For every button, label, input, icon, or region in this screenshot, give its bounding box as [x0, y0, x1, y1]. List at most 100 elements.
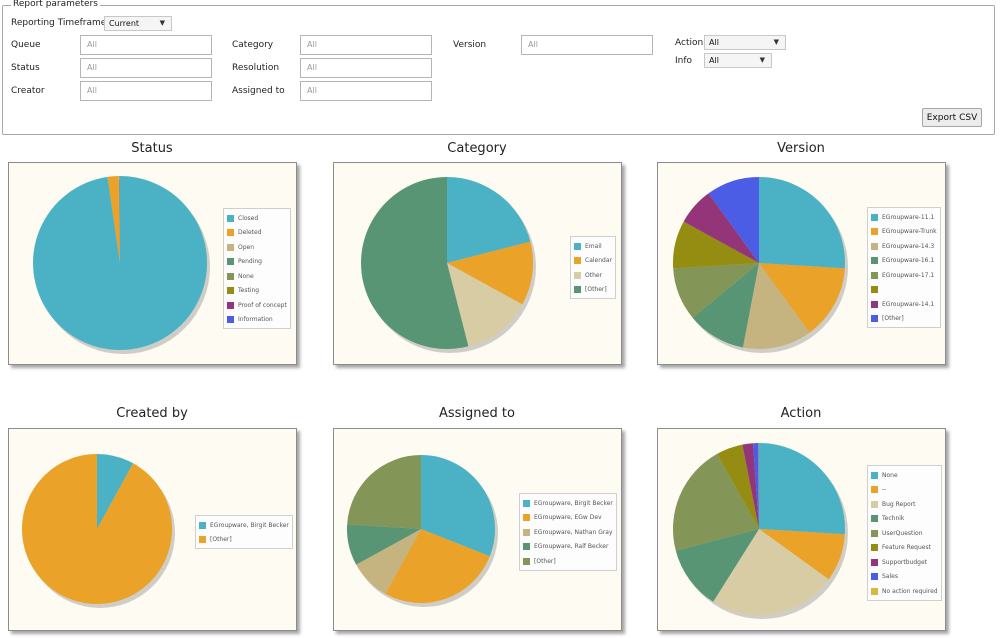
legend-swatch — [574, 257, 581, 265]
legend-label: EGroupware-16.1 — [882, 257, 935, 265]
pie-chart-plot — [21, 454, 175, 608]
legend-item: EGroupware, Ralf Becker — [523, 540, 613, 555]
pie-slice[interactable] — [356, 529, 421, 594]
legend-swatch — [227, 243, 234, 251]
legend-item: [Other] — [574, 283, 612, 298]
chevron-down-icon: ▼ — [159, 19, 165, 27]
legend-label: [Other] — [585, 286, 607, 294]
legend-swatch — [871, 529, 878, 537]
chart-title: Action — [780, 406, 822, 421]
legend-item: Email — [574, 239, 612, 254]
legend-swatch — [523, 528, 530, 536]
assigned-to-label: Assigned to — [232, 86, 285, 96]
legend-item: -- — [871, 483, 938, 498]
pie-slice[interactable] — [675, 529, 759, 602]
action-value: All — [709, 38, 719, 47]
legend-item: [Other] — [871, 312, 937, 327]
legend-item: EGroupware, Birgit Becker — [523, 496, 613, 511]
legend-item: Testing — [227, 284, 287, 299]
timeframe-select[interactable]: Current ▼ — [104, 16, 172, 31]
action-select[interactable]: All ▼ — [704, 35, 786, 50]
pie-slice[interactable] — [742, 263, 810, 350]
pie-chart: None -- Bug Report Technik UserQuestion Featu… — [657, 428, 946, 631]
timeframe-value: Current — [109, 19, 140, 28]
pie-slice[interactable] — [447, 177, 531, 263]
report-parameters-panel: Report parameters Reporting Timeframe Cu… — [2, 0, 995, 135]
pie-slice[interactable] — [119, 175, 120, 263]
pie-slice[interactable] — [692, 263, 759, 348]
export-csv-button[interactable]: Export CSV — [922, 108, 982, 127]
pie-slice[interactable] — [717, 444, 759, 529]
legend-item: Bug Report — [871, 497, 938, 512]
status-input[interactable]: All — [80, 58, 212, 78]
legend-label: Email — [585, 242, 602, 250]
chart-legend: None -- Bug Report Technik UserQuestion Featu… — [867, 465, 942, 601]
pie-slice[interactable] — [708, 177, 759, 263]
pie-slice[interactable] — [759, 443, 846, 535]
chevron-down-icon: ▼ — [773, 38, 779, 46]
legend-swatch — [871, 300, 878, 308]
chart-legend: EGroupware, Birgit Becker [Other] — [195, 515, 293, 549]
legend-item: EGroupware-14.3 — [871, 239, 937, 254]
queue-input[interactable]: All — [80, 35, 212, 55]
resolution-input[interactable]: All — [300, 58, 432, 78]
assigned-to-input[interactable]: All — [300, 81, 432, 101]
pie-slice[interactable] — [673, 453, 759, 551]
pie-slice[interactable] — [713, 529, 829, 616]
legend-label: -- — [882, 486, 887, 494]
pie-slice[interactable] — [759, 529, 845, 580]
pie-slice[interactable] — [119, 175, 120, 263]
legend-label: Information — [238, 316, 273, 324]
pie-slice[interactable] — [742, 443, 759, 529]
pie-slice[interactable] — [361, 177, 469, 349]
pie-slice[interactable] — [421, 455, 495, 557]
pie-slice[interactable] — [673, 263, 759, 318]
category-input[interactable]: All — [300, 35, 432, 55]
pie-slice[interactable] — [33, 176, 208, 351]
chart-legend: Email Calendar Other [Other] — [570, 236, 616, 299]
legend-item: EGroupware, Birgit Becker — [199, 518, 289, 533]
creator-input[interactable]: All — [80, 81, 212, 101]
pie-chart-plot — [673, 177, 848, 353]
pie-slice[interactable] — [107, 176, 120, 263]
pie-chart-plot — [33, 175, 210, 354]
chart-title: Assigned to — [439, 406, 515, 421]
version-input[interactable]: All — [521, 35, 653, 55]
pie-slice[interactable] — [673, 221, 759, 269]
legend-item: None — [227, 269, 287, 284]
info-select[interactable]: All ▼ — [704, 53, 772, 68]
legend-item: EGroupware-Trunk — [871, 225, 937, 240]
pie-slice[interactable] — [753, 443, 759, 529]
legend-label: Pending — [238, 258, 262, 266]
legend-label: Technik — [882, 515, 905, 523]
pie-slice[interactable] — [347, 455, 421, 529]
legend-swatch — [871, 558, 878, 566]
legend-swatch — [871, 213, 878, 221]
pie-slice[interactable] — [118, 176, 120, 263]
legend-item: UserQuestion — [871, 526, 938, 541]
legend-swatch — [871, 286, 878, 294]
chart-title: Status — [131, 141, 173, 156]
pie-slice[interactable] — [347, 524, 421, 565]
pie-slice[interactable] — [447, 241, 534, 305]
pie-slice[interactable] — [759, 263, 845, 333]
pie-slice[interactable] — [447, 263, 523, 347]
legend-swatch — [871, 486, 878, 494]
pie-slice[interactable] — [759, 177, 845, 269]
chart-legend: Closed Deleted Open Pending None Testing Proof… — [223, 208, 291, 329]
pie-chart: Closed Deleted Open Pending None Testing Proof… — [8, 162, 297, 365]
legend-swatch — [227, 229, 234, 237]
chart-legend: EGroupware-11.1 EGroupware-Trunk EGroupwar… — [867, 207, 941, 328]
legend-label: EGroupware, EGw Dev — [534, 514, 602, 522]
legend-swatch — [871, 471, 878, 479]
pie-slice[interactable] — [21, 454, 172, 604]
pie-slice[interactable] — [118, 176, 120, 263]
chart-legend: EGroupware, Birgit Becker EGroupware, EGw… — [519, 493, 617, 571]
legend-label: EGroupware-11.1 — [882, 213, 935, 221]
pie-slice[interactable] — [385, 529, 490, 604]
pie-slice[interactable] — [97, 454, 134, 529]
pie-slice[interactable] — [683, 193, 759, 263]
legend-label: EGroupware, Ralf Becker — [534, 543, 609, 551]
legend-item: Feature Request — [871, 541, 938, 556]
legend-swatch — [523, 557, 530, 565]
